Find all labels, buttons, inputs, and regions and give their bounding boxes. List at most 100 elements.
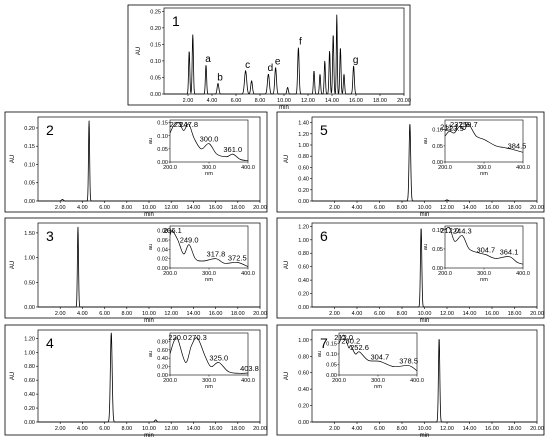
inset-y-tick-label: 0.00	[432, 266, 443, 272]
x-tick-label: 18.00	[373, 98, 387, 104]
y-tick-label: 0.15	[24, 144, 35, 150]
inset-y-tick-label: 0.00	[326, 373, 337, 379]
uv-peak-label: 270.3	[188, 333, 207, 342]
inset-x-tick-label: 200.0	[163, 271, 177, 277]
x-tick-label: 14.00	[463, 426, 477, 432]
panel-5: 0.00 0.20 0.40 0.60 0.80 1.00 1.20 1.40 2.00 4.00…	[276, 111, 545, 218]
y-tick-label: 0.80	[298, 154, 309, 160]
x-tick-label: 20.00	[253, 426, 267, 432]
inset-y-tick-label: 0.00	[157, 373, 168, 379]
inset-y-tick-label: 0.02	[157, 257, 168, 263]
inset-x-axis-label: nm	[205, 277, 213, 283]
x-tick-label: 12.00	[164, 426, 178, 432]
uv-peak-label: 212.0	[440, 226, 459, 235]
x-tick-label: 6.00	[231, 98, 242, 104]
inset-frame	[169, 332, 249, 376]
x-tick-label: 10.00	[142, 426, 156, 432]
uv-peak-label: 403.8	[240, 364, 259, 373]
x-tick-label: 6.00	[374, 426, 385, 432]
x-tick-label: 4.00	[352, 205, 363, 211]
inset-x-tick-label: 200.0	[332, 378, 346, 384]
panel-number: 2	[46, 122, 54, 138]
uv-peak-label: 378.5	[399, 357, 418, 366]
uv-peak-label: 304.7	[476, 246, 495, 255]
uv-peak-label: 223.1	[170, 120, 189, 129]
peak-label: c	[245, 60, 250, 71]
inset-y-tick-label: 0.15	[157, 121, 168, 127]
x-axis-label: min	[279, 105, 289, 111]
inset-x-tick-label: 300.0	[477, 165, 491, 171]
uv-peak-label: 372.5	[228, 253, 247, 262]
inset-y-axis-label: au	[148, 244, 154, 250]
inset-y-tick-label: 0.05	[157, 147, 168, 153]
chromatogram-trace	[312, 124, 537, 202]
x-tick-label: 10.00	[418, 205, 432, 211]
x-tick-label: 18.00	[508, 426, 522, 432]
uv-peak-label: 212.0	[334, 333, 353, 342]
x-tick-label: 8.00	[255, 98, 266, 104]
y-tick-label: 0.80	[298, 251, 309, 257]
inset-x-tick-label: 300.0	[202, 271, 216, 277]
y-tick-label: 0.05	[150, 75, 161, 81]
panel-number: 4	[46, 335, 54, 351]
uv-peak-label: 361.0	[223, 145, 242, 154]
x-tick-label: 2.00	[329, 426, 340, 432]
inset-x-tick-label: 400.0	[410, 378, 424, 384]
inset-y-axis-label: au	[423, 244, 429, 250]
y-tick-label: 0.00	[298, 420, 309, 426]
x-tick-label: 14.00	[463, 311, 477, 317]
y-tick-label: 0.00	[298, 199, 309, 205]
x-tick-label: 18.00	[508, 311, 522, 317]
x-tick-label: 12.00	[440, 311, 454, 317]
x-axis-label: min	[144, 318, 154, 324]
peak-label: e	[275, 57, 281, 68]
x-tick-label: 20.00	[253, 311, 267, 317]
x-tick-label: 10.00	[277, 98, 291, 104]
inset-x-tick-label: 400.0	[241, 165, 255, 171]
x-tick-label: 2.00	[55, 426, 66, 432]
inset-x-tick-label: 200.0	[438, 271, 452, 277]
y-tick-label: 1.00	[298, 238, 309, 244]
y-tick-label: 1.20	[298, 224, 309, 230]
uv-spectrum-trace	[170, 122, 248, 162]
panel-3: 0.00 0.50 1.00 1.50 2.00 4.00 6.00 8.00 10.00 12.…	[4, 217, 268, 324]
peak-label: d	[268, 63, 274, 74]
y-tick-label: 0.05	[24, 181, 35, 187]
panel-2: 0.00 0.05 0.10 0.15 0.20 2.00 4.00 6.00 8.00 10.0…	[4, 111, 268, 218]
y-axis-label: AU	[10, 155, 16, 163]
peak-label: f	[299, 37, 302, 48]
inset-x-axis-label: nm	[480, 277, 488, 283]
x-tick-label: 14.00	[463, 205, 477, 211]
uv-peak-label: 317.8	[207, 250, 226, 259]
x-tick-label: 12.00	[164, 205, 178, 211]
panel-1: 0.00 0.05 0.10 0.15 0.20 0.25 2.00 4.00 6.00 8.00…	[127, 4, 411, 111]
panel-number: 3	[46, 228, 54, 244]
x-tick-label: 10.00	[418, 311, 432, 317]
x-tick-label: 20.00	[253, 205, 267, 211]
x-tick-label: 16.00	[209, 311, 223, 317]
peak-label: a	[205, 54, 211, 65]
y-axis-label: AU	[284, 155, 290, 163]
y-tick-label: 0.25	[150, 9, 161, 15]
x-tick-label: 6.00	[99, 311, 110, 317]
panel-frame	[127, 4, 411, 106]
x-tick-label: 10.00	[418, 426, 432, 432]
y-axis-label: AU	[284, 372, 290, 380]
chromatogram-trace	[38, 332, 260, 423]
x-tick-label: 6.00	[374, 205, 385, 211]
inset-y-axis-label: au	[148, 351, 154, 357]
y-tick-label: 0.80	[24, 364, 35, 370]
x-tick-label: 20.00	[530, 311, 544, 317]
uv-spectrum-trace	[339, 334, 417, 372]
inset-x-tick-label: 300.0	[477, 271, 491, 277]
x-tick-label: 12.00	[301, 98, 315, 104]
uv-spectrum-inset: 0.00 0.20 0.40 0.60 0.80 200.0 300.0 400.0 nm au 2…	[148, 332, 259, 390]
x-tick-label: 6.00	[99, 426, 110, 432]
y-axis-label: AU	[10, 372, 16, 380]
x-axis-label: min	[420, 318, 430, 324]
x-tick-label: 16.00	[349, 98, 363, 104]
x-tick-label: 8.00	[121, 311, 132, 317]
inset-y-tick-label: 0.20	[157, 365, 168, 371]
panel-frame	[4, 324, 268, 436]
x-tick-label: 2.00	[183, 98, 194, 104]
